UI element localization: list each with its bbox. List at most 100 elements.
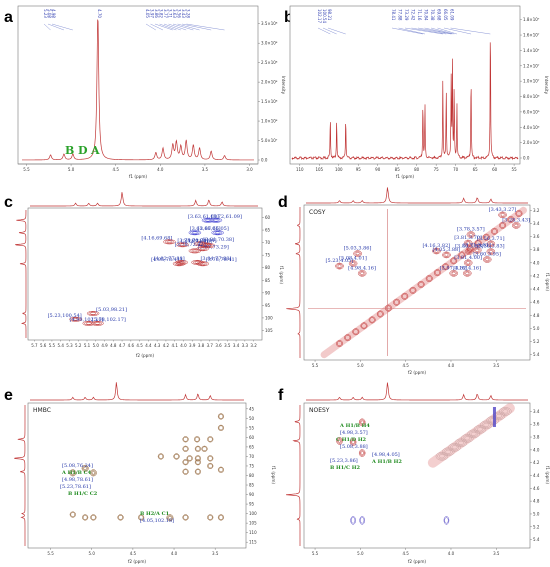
peak-shift-label: 5.23 [43,9,48,18]
peak-shift-label: 3.71 [168,9,173,18]
noesy-label: [4.98,4.05] [372,452,400,458]
y-tick-label: 105 [249,521,257,526]
panel-b-13c-spectrum [291,42,519,161]
cosy-diagonal-peak [402,293,408,299]
peak-leader-line [150,23,164,31]
peak-shift-label: 5.08 [47,9,52,18]
cosy-cross-peak [486,240,496,248]
hsqc-cross-peak [203,218,213,223]
hmbc-correlation [207,456,213,461]
x-tick-label: 55 [512,167,518,172]
cosy-diagonal-peak [377,311,383,317]
noesy-diagonal-peak [473,425,487,434]
cosy-peak-label: [4.98,4.16] [348,265,376,271]
cosy-diagonal-peak [385,305,392,311]
peak-leader-line [443,27,472,35]
hmbc-correlation [218,515,224,520]
x-tick-label: 5.5 [23,167,30,172]
hmbc-correlation [138,514,145,521]
peak-leader-line [145,23,156,31]
peak-leader-line [163,23,181,31]
y-tick-label: 75 [265,253,271,258]
hsqc-cross-peak [188,230,202,236]
x-tick-label: 5.4 [58,343,65,348]
noesy-diagonal-peak [462,435,472,442]
cosy-cross-peak [354,251,361,257]
hsqc-cross-peak [213,219,219,222]
hsqc-cross-peak [178,242,188,247]
hmbc-key-correlation [89,469,97,477]
x-tick-label: 3.5 [224,343,231,348]
y-tick-label: 95 [265,303,271,308]
panel-a-peak-labels: 5.23 5.08 4.98 4.70 4.05 3.97 3.86 3.82 3.77 3.71… [43,9,225,31]
hsqc-cross-peak [164,239,175,244]
hmbc-correlation [195,446,201,452]
cosy-diagonal-peak [376,310,384,318]
hsqc-cross-peak [202,243,209,246]
peak-leader-line [51,23,73,31]
peak-shift-label: 77.88 [398,9,403,21]
cosy-diagonal-peak [442,264,449,270]
hsqc-cross-peak [198,261,208,266]
cosy-diagonal-peak [507,216,515,223]
cosy-cross-peak [511,222,521,229]
y-tick-label: 60 [265,215,271,220]
hmbc-key-correlation [91,471,96,475]
hmbc-correlation [182,436,189,443]
cosy-peak-label: [4.05,3.88] [432,247,460,253]
noesy-cross-peak [351,440,355,444]
noesy-diagonal-peak [486,416,499,425]
hsqc-cross-peak [166,240,173,244]
noesy-label: [5.08,3.88] [340,444,368,450]
x-tick-label: 3.9 [189,343,196,348]
y-tick-label: 55 [249,425,255,430]
hmbc-correlation [202,446,207,452]
hmbc-correlation [183,437,188,442]
x-tick-label: 5.0 [89,551,96,556]
x-tick-label: 3.4 [233,343,240,348]
y-tick-label: 4.2 [533,273,540,278]
hsqc-cross-peak [191,231,198,234]
hmbc-correlation [217,514,225,521]
y-tick-label: 75 [249,463,255,468]
cosy-cross-peak [486,248,496,255]
peak-leader-line [404,27,443,35]
y-tick-label: 0.0 [261,158,268,163]
cosy-cross-peak [348,260,358,267]
hmbc-correlation [158,454,164,459]
hsqc-cross-peak [201,217,215,223]
hsqc-peak-label: [3.87,73.29] [198,244,229,250]
noesy-diagonal-peak [502,409,509,414]
cosy-cross-peak [353,250,362,257]
cosy-cross-peak [500,213,505,217]
y-tick-label: 3.2 [533,208,540,213]
panel-e-contours: [5.08,76.24]A H1/B C4[4.98,78.61][5.23,7… [60,413,225,524]
panel-b-y-ticks: 0.0 2.0×10⁶ 4.0×10⁶ 6.0×10⁶ 8.0×10⁶ 1.0×10⁷ 1.… [520,17,540,161]
panel-d-y-ticks: 3.2 3.4 3.6 3.8 4.0 4.2 4.4 4.6 4.8 5.0 5.2 5.4 [530,208,540,357]
x-tick-label: 4.0 [448,363,455,368]
x-tick-label: 5.5 [49,343,56,348]
y-tick-label: 4.8 [533,313,540,318]
noesy-diagonal-peak [456,439,466,446]
cosy-diagonal-peak [336,340,343,348]
x-tick-label: 4.8 [110,343,117,348]
cosy-diagonal-peak [475,240,481,246]
peak-leader-line [154,23,173,31]
panel-f-frame [303,402,531,549]
y-tick-label: 3.8 [533,435,540,440]
y-tick-label: 50 [249,416,255,421]
cosy-diagonal-peak [499,221,507,229]
noesy-diagonal-peak [499,407,512,416]
y-tick-label: 70 [265,240,271,245]
peak-leader-line [327,27,346,35]
hmbc-correlation [195,469,201,474]
hmbc-correlation [207,455,214,462]
cosy-cross-peak [474,247,481,253]
noesy-label: [5.23,3.86] [330,458,358,464]
y-tick-label: 6.0×10⁶ [523,109,540,114]
y-tick-label: 0.0 [523,156,530,161]
y-tick-label: 95 [249,502,255,507]
panel-e: e HMBC [5.08,76.24]A H1/B C4[4.98,78.61]… [4,382,276,564]
cosy-diagonal-peak [369,317,375,323]
panel-d-top-projection [306,187,528,204]
